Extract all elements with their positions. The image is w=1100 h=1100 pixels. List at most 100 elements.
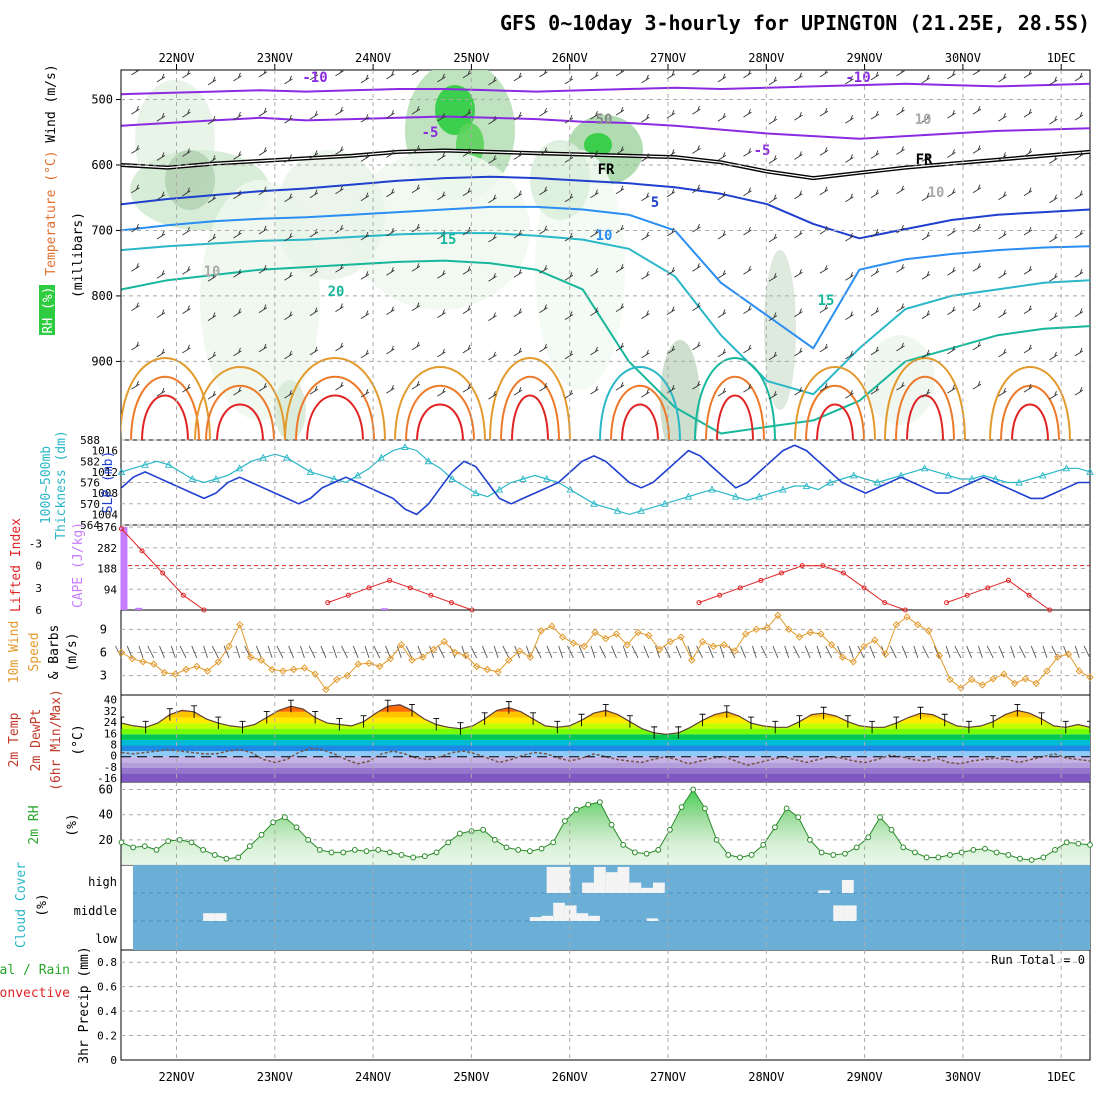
rh-area bbox=[121, 789, 1090, 865]
wind-barb bbox=[947, 149, 956, 158]
wind-barb bbox=[131, 105, 140, 115]
wind-barb bbox=[896, 264, 905, 273]
wind-barb bbox=[869, 645, 876, 659]
wind-barb bbox=[131, 223, 140, 233]
wind-barb bbox=[284, 232, 293, 242]
lifted-index-point bbox=[180, 592, 186, 598]
wind-barb bbox=[299, 645, 305, 659]
wind-barb bbox=[641, 310, 650, 319]
rh-point bbox=[842, 850, 848, 857]
wind-barb bbox=[207, 273, 217, 282]
wind-barb bbox=[191, 645, 198, 659]
wind-barb bbox=[921, 271, 931, 280]
wind-barb bbox=[386, 70, 395, 80]
lifted-index-point bbox=[717, 592, 723, 598]
wind-barb bbox=[666, 188, 676, 198]
rh-point bbox=[246, 843, 253, 850]
wind-barb bbox=[131, 302, 140, 311]
wind-barb bbox=[794, 229, 803, 239]
li-tick-label: 3 bbox=[35, 582, 42, 595]
rh-point bbox=[456, 830, 463, 837]
thickness-marker bbox=[353, 471, 362, 479]
wind-barb bbox=[1074, 308, 1084, 317]
wind-barb bbox=[233, 111, 242, 121]
temp-band bbox=[121, 756, 1090, 763]
wind-barb bbox=[564, 350, 574, 360]
wind-barb bbox=[768, 194, 778, 204]
minmax-bar bbox=[941, 713, 948, 727]
wind-speed-point bbox=[924, 627, 933, 635]
wind-barb bbox=[1049, 312, 1058, 321]
wind-barb bbox=[922, 645, 929, 659]
ylabel-cape: CAPE (J/kg) bbox=[71, 522, 86, 608]
wind-barb bbox=[972, 105, 982, 115]
wind-speed-point bbox=[698, 637, 707, 646]
rh-point bbox=[480, 826, 487, 833]
contour-label: -5 bbox=[422, 125, 439, 141]
wind-barb bbox=[666, 70, 676, 80]
warm-contour-arch bbox=[141, 394, 189, 440]
wind-barb bbox=[411, 184, 421, 194]
wind-barb bbox=[258, 265, 268, 274]
panel-frame-precip bbox=[120, 949, 1091, 1061]
wind-barb bbox=[819, 382, 829, 392]
wind-barb bbox=[615, 264, 625, 273]
wind-barb bbox=[1049, 351, 1058, 361]
warm-contour-arch bbox=[621, 403, 659, 440]
slp-tick-label: 1004 bbox=[92, 508, 119, 521]
wind-barb bbox=[768, 155, 778, 164]
wind-speed-point bbox=[214, 658, 223, 666]
precip-panel: 0.8 0.6 0.4 0.2 0 Run Total = 0 Total / Rain Co… bbox=[0, 946, 1090, 1067]
wind-speed-point bbox=[472, 662, 481, 671]
rh-point bbox=[585, 801, 592, 808]
wind-barb bbox=[743, 344, 752, 354]
thickness-marker bbox=[330, 475, 338, 482]
wind-barb bbox=[816, 645, 822, 659]
thickness-marker bbox=[1038, 471, 1047, 479]
wind-barb bbox=[870, 268, 880, 277]
wind-barb bbox=[335, 381, 344, 391]
thickness-marker bbox=[377, 453, 386, 461]
wind-barb bbox=[539, 225, 548, 235]
wind-barb bbox=[1049, 390, 1058, 400]
wind-barb bbox=[131, 70, 140, 76]
wind-barb bbox=[611, 645, 617, 659]
wind-barb bbox=[921, 192, 931, 202]
wind-barb bbox=[998, 191, 1007, 201]
precip-tick-label: 0.8 bbox=[97, 956, 117, 969]
wind-barb bbox=[615, 342, 625, 352]
pressure-tick-label: 800 bbox=[91, 289, 113, 303]
temperature-contour bbox=[121, 232, 1090, 396]
wind-barb bbox=[233, 308, 242, 317]
cloud-middle-bar bbox=[553, 902, 565, 921]
wind-speed-point bbox=[257, 656, 266, 664]
contour-label: FR bbox=[916, 152, 933, 168]
wind-speed-point bbox=[645, 631, 653, 640]
wind-barb bbox=[972, 145, 982, 154]
wind-barb bbox=[696, 645, 703, 659]
minmax-bar bbox=[215, 716, 222, 730]
cloud-middle-bar bbox=[646, 918, 659, 921]
wind-speed-point bbox=[602, 634, 610, 643]
contour-label: 10 bbox=[915, 112, 932, 128]
thickness-marker bbox=[944, 471, 953, 479]
wind-speed-point bbox=[1021, 675, 1030, 683]
wind-barb bbox=[666, 227, 676, 237]
wind-speed-point bbox=[279, 667, 287, 675]
wind-barb bbox=[360, 231, 370, 241]
wind-barb bbox=[1083, 645, 1091, 659]
wind-barb bbox=[921, 388, 931, 398]
pressure-tick-label: 700 bbox=[91, 223, 113, 237]
rh-tick-label: 20 bbox=[99, 833, 113, 847]
li-tick-label: 6 bbox=[35, 604, 42, 617]
warm-contour-arch bbox=[794, 366, 876, 440]
minmax-bar bbox=[820, 706, 827, 720]
rh-shading-blob bbox=[584, 133, 612, 157]
rh-tick-label: 40 bbox=[99, 808, 113, 822]
ylabel-precip-total: Total / Rain bbox=[0, 963, 70, 978]
minmax-bar bbox=[481, 712, 488, 725]
cloud-middle-bar bbox=[844, 905, 857, 921]
wind-barb bbox=[525, 645, 531, 659]
wind-speed-point bbox=[989, 675, 997, 683]
wind-barb bbox=[564, 311, 574, 320]
